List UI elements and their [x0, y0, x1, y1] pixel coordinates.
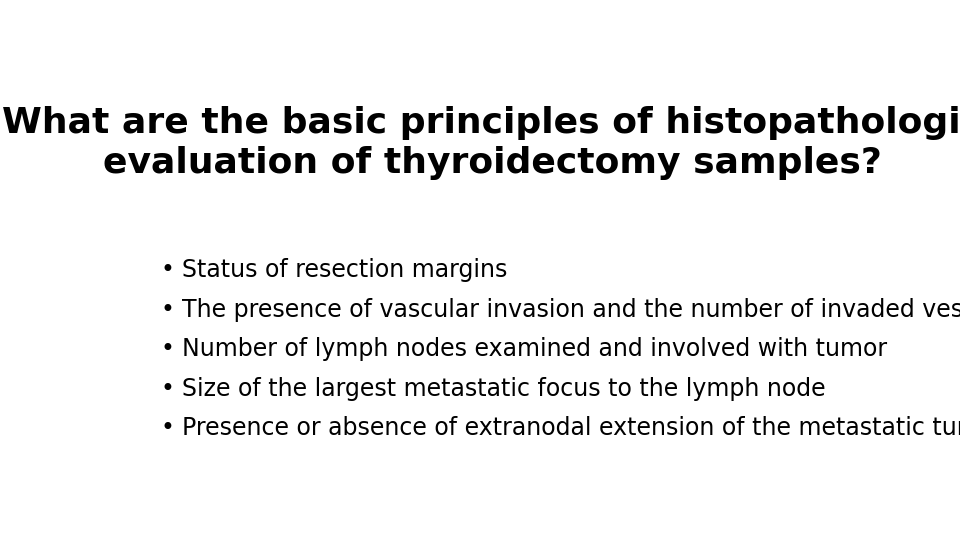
- Text: Presence or absence of extranodal extension of the metastatic tumor: Presence or absence of extranodal extens…: [181, 416, 960, 440]
- Text: •: •: [161, 416, 175, 440]
- Text: Size of the largest metastatic focus to the lymph node: Size of the largest metastatic focus to …: [181, 377, 826, 401]
- Text: What are the basic principles of histopathologic
evaluation of thyroidectomy sam: What are the basic principles of histopa…: [2, 106, 960, 180]
- Text: •: •: [161, 337, 175, 361]
- Text: Number of lymph nodes examined and involved with tumor: Number of lymph nodes examined and invol…: [181, 337, 887, 361]
- Text: The presence of vascular invasion and the number of invaded vessels: The presence of vascular invasion and th…: [181, 298, 960, 322]
- Text: •: •: [161, 298, 175, 322]
- Text: •: •: [161, 377, 175, 401]
- Text: Status of resection margins: Status of resection margins: [181, 258, 507, 282]
- Text: •: •: [161, 258, 175, 282]
